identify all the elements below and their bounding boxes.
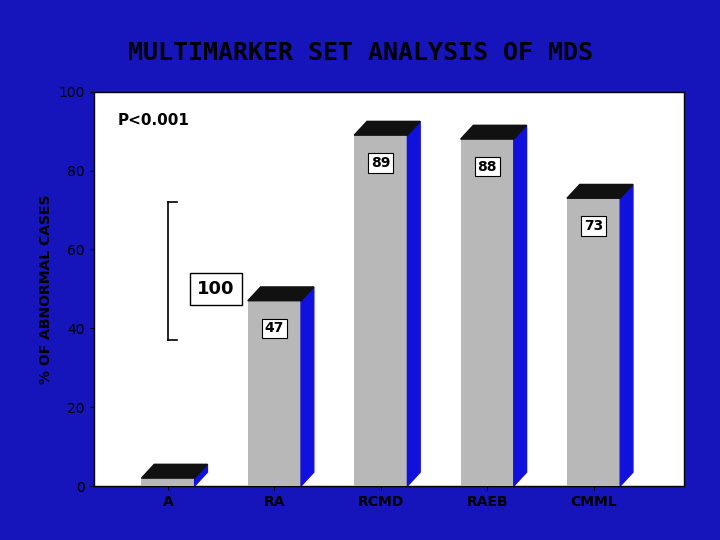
Bar xyxy=(461,139,514,486)
Text: 88: 88 xyxy=(477,160,497,174)
Text: 73: 73 xyxy=(584,219,603,233)
Polygon shape xyxy=(514,125,526,486)
Bar xyxy=(354,135,408,486)
Polygon shape xyxy=(567,185,633,198)
Bar xyxy=(141,478,194,486)
Polygon shape xyxy=(354,122,420,135)
Polygon shape xyxy=(620,185,633,486)
Polygon shape xyxy=(194,464,207,486)
Polygon shape xyxy=(248,287,314,301)
Polygon shape xyxy=(301,287,314,486)
Text: 89: 89 xyxy=(371,156,390,170)
Text: P<0.001: P<0.001 xyxy=(117,113,189,129)
Y-axis label: % OF ABNORMAL CASES: % OF ABNORMAL CASES xyxy=(39,194,53,383)
Polygon shape xyxy=(141,464,207,478)
Polygon shape xyxy=(408,122,420,486)
Bar xyxy=(248,301,301,486)
Text: 47: 47 xyxy=(265,321,284,335)
Polygon shape xyxy=(461,125,526,139)
Bar xyxy=(567,198,620,486)
Text: 100: 100 xyxy=(197,280,235,298)
Text: MULTIMARKER SET ANALYSIS OF MDS: MULTIMARKER SET ANALYSIS OF MDS xyxy=(127,40,593,65)
